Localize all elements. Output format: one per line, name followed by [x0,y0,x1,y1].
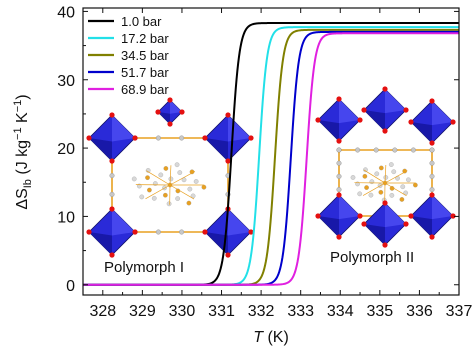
y-axis-unit-prefix: (J kg [14,140,31,179]
octahedron [155,97,185,127]
y-axis-subscript: Ib [22,179,34,188]
x-tick-label: 336 [406,303,433,320]
crystal-structure-insets [86,86,456,258]
y-tick-label: 10 [57,209,75,226]
y-tick-label: 40 [57,4,75,21]
x-axis-label: T (K) [253,329,289,346]
legend-label-0: 1.0 bar [121,14,162,29]
annotation-polymorph-i: Polymorph I [104,259,184,276]
y-tick-label: 0 [66,278,75,295]
x-tick-label: 328 [89,303,116,320]
legend-label-1: 17.2 bar [121,31,169,46]
legend-label-4: 68.9 bar [121,82,169,97]
x-tick-label: 333 [287,303,314,320]
y-axis-sup-1: −1 [12,127,24,140]
octahedron [361,200,409,248]
x-tick-label: 329 [129,303,156,320]
guest-molecules [350,162,418,203]
x-tick-label: 334 [327,303,354,320]
octahedron [408,98,456,146]
x-tick-label: 337 [446,303,473,320]
y-tick-label: 30 [57,73,75,90]
octahedron [315,192,363,240]
octahedron [202,206,254,258]
octahedron [361,86,409,134]
y-axis-unit-mid: K [14,112,31,127]
x-axis-unit: (K) [263,329,289,346]
y-axis-symbol: ΔS [14,188,31,209]
legend: 1.0 bar 17.2 bar 34.5 bar 51.7 bar 68.9 bar [88,14,169,97]
octahedron [86,112,138,164]
legend-label-2: 34.5 bar [121,48,169,63]
series-line-4 [83,32,459,286]
x-tick-label: 332 [248,303,275,320]
polymorph-ii-structure [315,86,456,248]
y-axis-unit-suffix: ) [14,94,31,99]
linker [336,147,435,153]
plot-frame [82,7,460,296]
annotation-polymorph-ii: Polymorph II [330,249,414,266]
x-tick-label: 330 [169,303,196,320]
y-axis-label: ΔSIb (J kg−1 K−1) [12,94,34,209]
x-axis-symbol: T [253,329,264,346]
octahedron [202,112,254,164]
octahedron [86,206,138,258]
y-tick-label: 20 [57,141,75,158]
y-axis-sup-2: −1 [12,100,24,113]
axis-ticks: 328 329 330 331 332 333 334 335 336 337 0 10 20 30 40 [57,4,472,320]
octahedron [315,96,363,144]
octahedron [408,192,456,240]
guest-molecules [131,162,207,207]
x-tick-label: 335 [366,303,393,320]
legend-label-3: 51.7 bar [121,65,169,80]
x-tick-label: 331 [208,303,235,320]
polymorph-i-structure [86,97,254,258]
series-curves [83,22,459,286]
